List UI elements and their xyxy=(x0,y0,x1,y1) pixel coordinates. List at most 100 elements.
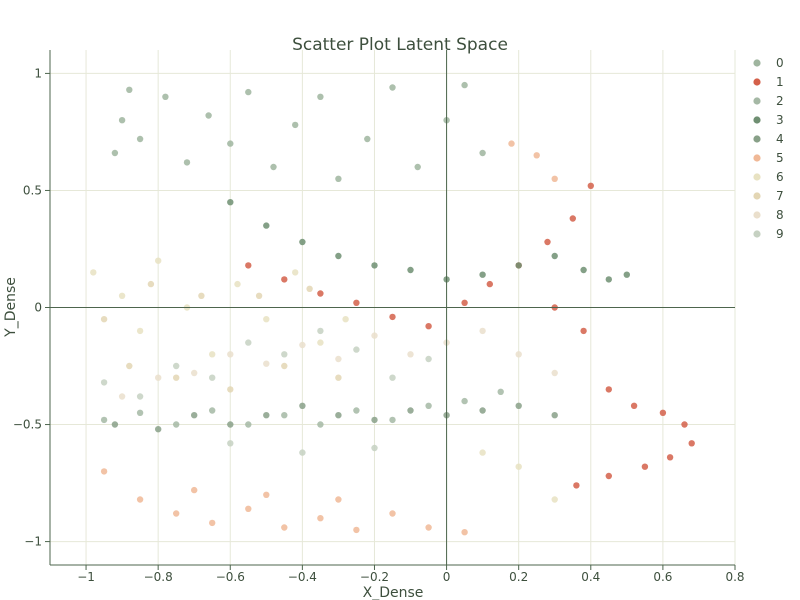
scatter-point-series-5 xyxy=(335,496,342,503)
y-axis-title: Y_Dense xyxy=(3,277,19,338)
scatter-point-series-8 xyxy=(263,360,270,367)
scatter-point-series-3 xyxy=(227,199,234,206)
scatter-point-series-7 xyxy=(255,292,263,299)
x-tick-label: −0.2 xyxy=(360,570,389,584)
scatter-point-series-1 xyxy=(281,276,288,283)
scatter-point-series-9 xyxy=(389,374,396,381)
scatter-point-series-6 xyxy=(515,463,522,470)
scatter-point-series-6 xyxy=(136,327,144,335)
scatter-point-series-4 xyxy=(479,407,486,414)
scatter-point-series-0 xyxy=(364,135,371,143)
scatter-point-series-4 xyxy=(515,402,522,409)
scatter-point-series-8 xyxy=(371,332,378,339)
scatter-point-series-8 xyxy=(155,374,162,381)
x-tick-label: −0.8 xyxy=(144,570,173,584)
y-tick-label: 1 xyxy=(34,66,42,80)
scatter-point-series-0 xyxy=(317,93,324,101)
legend-label-5: 5 xyxy=(776,151,784,165)
scatter-point-series-9 xyxy=(371,444,378,452)
scatter-point-series-1 xyxy=(573,482,580,489)
chart-title: Scatter Plot Latent Space xyxy=(292,35,508,55)
scatter-point-series-2 xyxy=(209,407,216,414)
scatter-point-series-1 xyxy=(605,386,612,393)
scatter-point-series-8 xyxy=(118,393,126,400)
scatter-point-series-0 xyxy=(414,163,421,171)
scatter-point-series-3 xyxy=(479,271,486,278)
scatter-point-series-0 xyxy=(389,84,396,91)
scatter-point-series-7 xyxy=(227,386,234,393)
scatter-point-series-8 xyxy=(227,351,234,358)
ticks-layer: −1 −0.8 −0.6 −0.4 −0.2 0 0.2 0.4 0.6 0.8 −1 −0.5 0 0.… xyxy=(13,66,745,584)
scatter-point-series-1 xyxy=(353,299,360,306)
scatter-point-series-3 xyxy=(371,262,378,269)
scatter-point-series-5 xyxy=(508,140,515,147)
legend: 0 1 2 3 4 5 6 7 8 9 xyxy=(753,56,784,241)
legend-marker-5 xyxy=(753,154,761,162)
scatter-point-series-7 xyxy=(281,362,288,370)
scatter-point-series-0 xyxy=(205,112,212,119)
scatter-point-series-2 xyxy=(353,407,360,414)
scatter-point-series-7 xyxy=(147,280,155,288)
scatter-point-series-6 xyxy=(90,269,97,276)
legend-label-3: 3 xyxy=(776,113,784,127)
scatter-point-series-9 xyxy=(299,449,306,456)
legend-label-6: 6 xyxy=(776,170,784,184)
scatter-point-series-4 xyxy=(407,407,414,414)
scatter-point-series-4 xyxy=(111,421,119,428)
legend-label-0: 0 xyxy=(776,56,784,70)
scatter-point-series-1 xyxy=(688,440,695,447)
scatter-point-series-0 xyxy=(118,117,126,124)
scatter-point-series-1 xyxy=(245,262,252,269)
scatter-point-series-5 xyxy=(461,529,468,536)
scatter-point-series-1 xyxy=(641,463,649,470)
scatter-point-series-9 xyxy=(209,374,216,381)
scatter-point-series-2 xyxy=(425,402,432,409)
scatter-point-series-2 xyxy=(317,421,324,428)
scatter-point-series-0 xyxy=(126,86,133,94)
scatter-point-series-6 xyxy=(342,316,349,323)
scatter-point-series-7 xyxy=(198,292,205,299)
scatter-point-series-5 xyxy=(353,526,360,534)
scatter-point-series-3 xyxy=(551,252,558,260)
legend-label-1: 1 xyxy=(776,75,784,89)
x-tick-label: −0.6 xyxy=(216,570,245,584)
legend-marker-1 xyxy=(753,78,761,86)
scatter-point-series-6 xyxy=(234,280,241,288)
scatter-point-series-3 xyxy=(299,238,306,246)
legend-label-4: 4 xyxy=(776,132,784,146)
scatter-point-series-1 xyxy=(630,402,638,409)
scatter-point-series-9 xyxy=(227,440,234,447)
scatter-point-series-1 xyxy=(544,238,551,246)
x-tick-label: 0.8 xyxy=(725,570,744,584)
x-tick-label: 0.2 xyxy=(509,570,528,584)
scatter-point-series-2 xyxy=(281,412,288,419)
legend-marker-2 xyxy=(753,97,761,105)
scatter-point-series-8 xyxy=(191,369,198,377)
scatter-point-series-0 xyxy=(183,159,191,166)
scatter-point-series-4 xyxy=(371,416,378,424)
scatter-point-series-3 xyxy=(580,266,587,274)
scatter-point-series-9 xyxy=(281,351,288,358)
scatter-point-series-5 xyxy=(173,510,180,517)
scatter-point-series-1 xyxy=(569,215,576,222)
scatter-point-series-3 xyxy=(605,276,612,283)
scatter-point-series-3 xyxy=(335,252,342,260)
scatter-point-series-2 xyxy=(389,416,396,424)
legend-label-2: 2 xyxy=(776,94,784,108)
scatter-point-series-2 xyxy=(136,409,144,416)
scatter-point-series-4 xyxy=(191,412,198,419)
scatter-point-series-5 xyxy=(389,510,396,517)
scatter-point-series-6 xyxy=(551,496,558,503)
scatter-point-series-5 xyxy=(209,519,216,527)
scatter-point-series-5 xyxy=(533,152,540,159)
scatter-point-series-0 xyxy=(111,149,119,157)
scatter-point-series-8 xyxy=(515,351,522,358)
scatter-point-series-5 xyxy=(263,491,270,498)
scatter-point-series-8 xyxy=(479,327,486,335)
y-tick-label: −1 xyxy=(24,535,42,549)
scatter-point-series-9 xyxy=(353,346,360,353)
scatter-point-series-1 xyxy=(605,472,612,480)
scatter-point-series-5 xyxy=(317,515,324,522)
